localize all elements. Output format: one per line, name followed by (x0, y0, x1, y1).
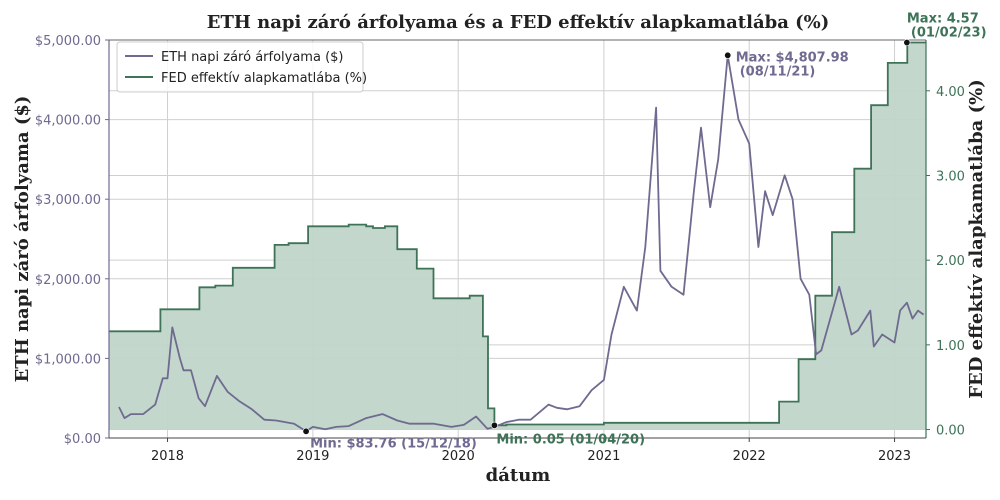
annotation-marker (490, 421, 498, 429)
tick-label-left: $1,000.00 (35, 352, 101, 367)
annotation-label: Min: $83.76 (15/12/18) (310, 436, 477, 451)
tick-label-x: 2018 (151, 449, 184, 464)
annotation-marker (302, 427, 310, 435)
legend-label: FED effektív alapkamatlába (%) (161, 71, 367, 86)
y-axis-label-left: ETH napi záró árfolyama ($) (12, 96, 33, 383)
tick-label-left: $4,000.00 (35, 114, 101, 129)
legend: ETH napi záró árfolyama ($) FED effektív … (116, 41, 367, 93)
y-axis-label-right: FED effektív alapkamatlába (%) (966, 79, 987, 398)
legend-box (116, 41, 364, 93)
tick-label-right: 3.00 (936, 169, 965, 184)
axes-layer: $0.00 $1,000.00 $2,000.00 $3,000.00 $4,000.0… (35, 34, 965, 464)
tick-label-x: 2020 (442, 449, 475, 464)
legend-label: ETH napi záró árfolyama ($) (161, 50, 344, 65)
tick-label-left: $3,000.00 (35, 193, 101, 208)
tick-label-left: $5,000.00 (35, 34, 101, 49)
annotations-layer: Max: $4,807.98(08/11/21) Min: $83.76 (15/… (302, 12, 987, 451)
fed-series-layer (109, 41, 926, 430)
tick-label-x: 2019 (296, 449, 329, 464)
tick-label-x: 2021 (587, 449, 620, 464)
tick-label-left: $0.00 (64, 432, 101, 447)
annotation-label-date: (01/02/23) (911, 26, 987, 41)
chart-title: ETH napi záró árfolyama és a FED effektí… (207, 12, 830, 33)
fed-line (109, 41, 926, 427)
eth-series-layer (118, 54, 925, 433)
tick-label-left: $2,000.00 (35, 273, 101, 288)
annotation-marker (724, 51, 732, 59)
tick-label-right: 1.00 (936, 339, 965, 354)
x-axis-label: dátum (486, 465, 551, 486)
tick-label-right: 4.00 (936, 85, 965, 100)
fed-area (109, 42, 926, 430)
annotation-label: Max: 4.57 (907, 12, 979, 27)
tick-label-x: 2023 (878, 449, 911, 464)
annotation-label-date: (08/11/21) (740, 64, 816, 79)
annotation-label: Min: 0.05 (01/04/20) (496, 432, 645, 447)
annotation-marker (903, 39, 911, 47)
tick-label-x: 2022 (733, 449, 766, 464)
tick-label-right: 0.00 (936, 424, 965, 439)
annotation-label: Max: $4,807.98 (736, 50, 849, 65)
eth-line (118, 54, 925, 433)
tick-label-right: 2.00 (936, 254, 965, 269)
